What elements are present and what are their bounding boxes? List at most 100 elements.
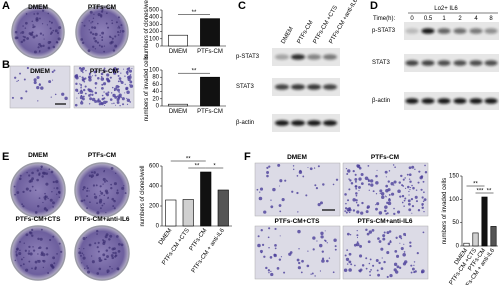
colony [96,233,98,235]
colony [104,180,106,183]
colony [104,258,106,261]
colony [41,23,44,25]
cell [113,102,115,105]
colony [106,271,109,274]
cell [394,166,396,169]
colony [97,22,99,25]
cell [422,200,425,202]
cell [75,88,79,92]
significance-label: *** [476,189,484,195]
x-tick-label: PTFs-CM [197,49,223,55]
cell [33,81,37,85]
cell [259,191,261,193]
cell [386,201,389,204]
colony [81,41,85,44]
colony [52,29,55,32]
colony [38,17,41,20]
cell [409,180,412,183]
cell [117,95,121,99]
cell [372,264,375,267]
cell [54,93,57,96]
cell [266,171,270,174]
colony [37,237,40,241]
cell [97,77,100,80]
cell [74,103,78,107]
cell [378,240,382,243]
cell [400,174,403,178]
cell [118,77,122,80]
panel-letter: C [238,0,246,12]
cell [92,75,94,77]
cell [324,230,326,232]
colony [37,204,40,208]
cell [334,248,337,251]
colony [119,31,121,34]
panel-letter: D [370,0,378,12]
cell [312,248,315,251]
blot-band [421,60,435,66]
colony [14,30,18,34]
cell [320,231,324,236]
colony [15,251,17,253]
colony [96,41,100,44]
time-point: 8 [489,16,493,22]
cell [385,184,389,188]
colony [80,199,84,203]
cell [359,268,363,272]
cell [76,97,78,99]
colony [52,266,55,269]
colony [91,260,95,264]
cell [314,184,317,187]
colony [78,247,80,250]
cell [347,199,350,202]
colony [118,26,121,29]
colony [23,256,25,259]
colony [94,48,97,50]
cell [354,180,357,183]
cell [61,92,65,96]
colony [32,249,36,252]
blot-band [437,28,451,34]
cell [358,190,360,192]
colony [105,12,108,15]
cell [413,264,415,267]
colony [123,185,125,187]
cell [410,198,414,201]
colony [48,20,51,23]
cell [349,179,352,182]
cell [388,193,391,196]
cell [279,179,283,183]
cell [126,98,131,102]
cell [348,252,352,256]
cell [85,69,87,72]
row-label: β-actin [236,120,254,126]
y-tick-label: 80 [152,75,159,81]
time-point: 0.5 [424,16,433,22]
cell [14,76,17,79]
cell [259,249,263,253]
blot-band [291,120,305,126]
cell [417,209,421,212]
cell [317,203,321,207]
cell [319,201,323,205]
cell [403,199,406,202]
cell [397,210,401,214]
colony [99,34,101,36]
colony [113,247,116,251]
cell [321,250,324,253]
row-label: p-STAT3 [236,54,260,60]
cell [377,237,380,240]
cell [79,95,84,100]
colony [37,253,39,255]
cell [389,274,393,278]
colony [107,26,110,29]
colony [99,207,102,210]
cell [388,170,391,172]
colony [29,179,33,183]
colony [28,260,31,263]
cell [421,269,425,273]
colony [26,171,28,174]
y-tick-label: 400 [149,15,160,21]
cell [40,86,44,90]
colony [39,237,43,241]
